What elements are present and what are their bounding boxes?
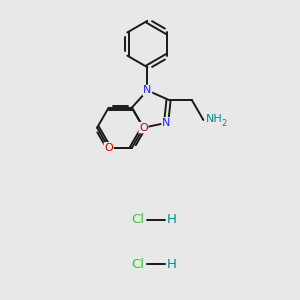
Text: 2: 2 <box>222 119 227 128</box>
Text: N: N <box>143 85 152 95</box>
Text: Cl: Cl <box>132 258 145 271</box>
Text: Cl: Cl <box>132 213 145 226</box>
Text: O: O <box>139 123 148 133</box>
Text: O: O <box>104 143 113 153</box>
Text: H: H <box>167 213 176 226</box>
Text: N: N <box>162 118 170 128</box>
Text: H: H <box>167 258 176 271</box>
Text: NH: NH <box>206 114 223 124</box>
